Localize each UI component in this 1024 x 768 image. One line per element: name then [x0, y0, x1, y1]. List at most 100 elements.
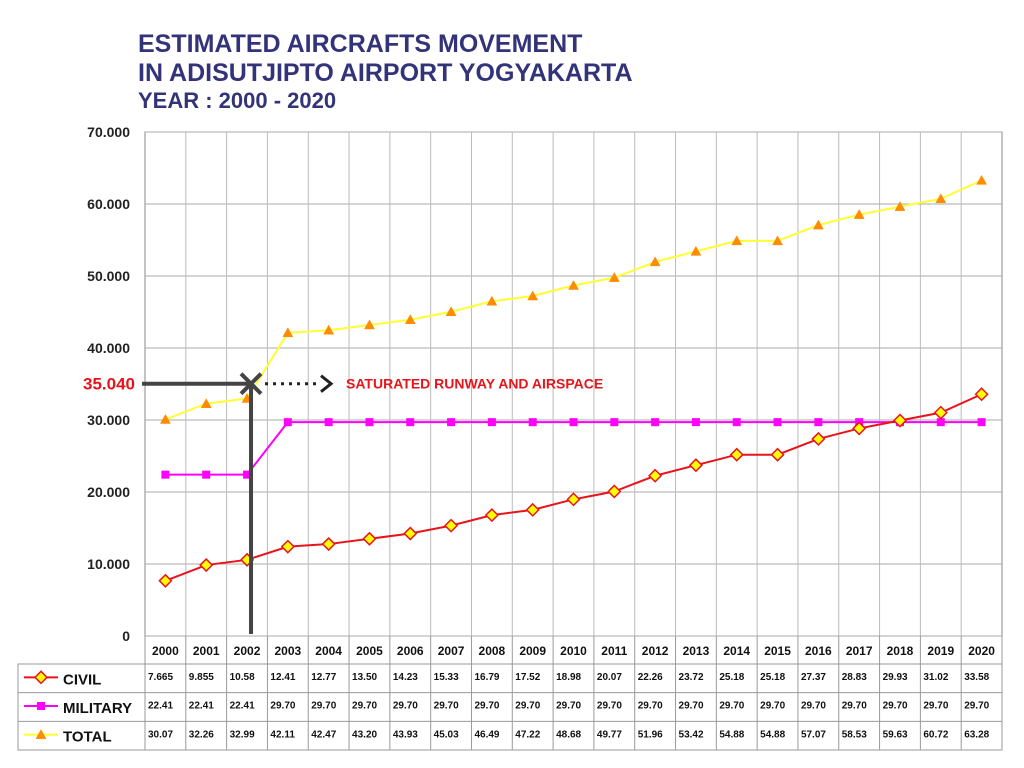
military-table-cell: 29.70: [883, 701, 908, 712]
civil-table-cell: 31.02: [923, 672, 948, 683]
civil-point: [321, 536, 336, 552]
military-point: [651, 418, 660, 427]
military-point: [365, 418, 374, 427]
total-table-cell: 59.63: [883, 729, 908, 740]
total-table-cell: 49.77: [597, 729, 622, 740]
total-point: [976, 174, 988, 185]
x-tick-label: 2017: [846, 644, 873, 658]
civil-point: [362, 531, 377, 546]
military-point: [283, 418, 292, 427]
y-tick-label: 20.000: [87, 484, 130, 500]
military-table-cell: 29.70: [556, 701, 581, 712]
total-table-cell: 43.20: [352, 729, 377, 740]
x-tick-label: 2005: [356, 644, 383, 658]
chart-series: [158, 174, 989, 588]
annotation-value: 35.040: [83, 375, 135, 394]
total-table-cell: 57.07: [801, 729, 826, 740]
military-legend-label: MILITARY: [63, 700, 132, 717]
total-table-cell: 63.28: [964, 729, 989, 740]
total-point: [568, 279, 579, 290]
military-table-cell: 22.41: [148, 701, 173, 712]
military-point: [691, 418, 700, 427]
military-table-cell: 29.70: [352, 701, 377, 712]
total-table-cell: 30.07: [148, 729, 173, 740]
x-tick-label: 2009: [519, 644, 546, 658]
total-point: [731, 235, 743, 246]
x-tick-label: 2002: [234, 644, 261, 658]
civil-point: [566, 492, 581, 507]
military-table-cell: 29.70: [964, 701, 989, 712]
civil-table-cell: 25.18: [760, 672, 785, 683]
total-point: [527, 290, 539, 301]
civil-point: [770, 447, 785, 462]
total-table-cell: 51.96: [638, 729, 663, 740]
military-point: [487, 418, 496, 427]
y-tick-label: 30.000: [87, 412, 130, 428]
x-tick-label: 2008: [479, 644, 506, 658]
civil-table-cell: 25.18: [719, 672, 744, 683]
y-tick-label: 0: [122, 628, 130, 644]
chart-subtitle: YEAR : 2000 - 2020: [138, 88, 337, 113]
civil-point: [811, 431, 826, 446]
x-tick-label: 2014: [723, 644, 750, 658]
total-point: [772, 235, 783, 246]
x-tick-label: 2001: [193, 644, 220, 658]
chart-title-line-1: ESTIMATED AIRCRAFTS MOVEMENT: [138, 30, 583, 58]
military-point: [161, 470, 170, 479]
total-table-cell: 54.88: [719, 729, 744, 740]
x-tick-label: 2013: [683, 644, 710, 658]
military-point: [406, 418, 415, 427]
total-point: [404, 314, 416, 324]
total-point: [282, 327, 294, 338]
y-tick-label: 70.000: [87, 124, 130, 140]
civil-table-cell: 33.58: [964, 672, 989, 683]
military-point: [569, 418, 578, 427]
civil-table-cell: 12.77: [311, 672, 336, 683]
military-table-cell: 29.70: [842, 701, 867, 712]
military-table-cell: 29.70: [270, 701, 295, 712]
total-point: [486, 295, 498, 306]
military-point: [977, 418, 986, 427]
military-table-cell: 29.70: [515, 701, 540, 712]
civil-point: [933, 405, 948, 420]
civil-point: [199, 557, 214, 573]
military-point: [773, 418, 782, 427]
military-table-cell: 29.70: [801, 701, 826, 712]
civil-table-cell: 27.37: [801, 672, 826, 683]
civil-point: [280, 539, 295, 554]
military-table-cell: 29.70: [434, 701, 459, 712]
military-table-cell: 29.70: [760, 701, 785, 712]
civil-table-cell: 18.98: [556, 672, 581, 683]
total-table-cell: 53.42: [679, 729, 704, 740]
total-point: [608, 272, 620, 282]
total-table-cell: 32.99: [230, 729, 255, 740]
military-table-cell: 29.70: [597, 701, 622, 712]
total-point: [364, 319, 375, 330]
total-point: [935, 193, 947, 204]
total-table-cell: 32.26: [189, 729, 214, 740]
military-point: [324, 418, 333, 427]
x-tick-label: 2003: [274, 644, 301, 658]
total-table-cell: 48.68: [556, 729, 581, 740]
civil-table-cell: 12.41: [270, 672, 295, 683]
civil-table-cell: 14.23: [393, 672, 418, 683]
y-tick-label: 60.000: [87, 196, 130, 212]
civil-point: [974, 387, 989, 402]
civil-table-cell: 22.26: [638, 672, 663, 683]
total-table-cell: 46.49: [474, 729, 499, 740]
civil-point: [648, 468, 663, 483]
civil-table-cell: 15.33: [434, 672, 459, 683]
total-point: [159, 413, 171, 424]
civil-point: [525, 502, 540, 517]
civil-table-cell: 20.07: [597, 672, 622, 683]
civil-table-cell: 16.79: [474, 672, 499, 683]
civil-table-cell: 9.855: [189, 672, 214, 683]
x-tick-label: 2018: [887, 644, 914, 658]
total-legend-label: TOTAL: [63, 729, 112, 746]
total-point: [853, 209, 865, 219]
total-table-cell: 58.53: [842, 729, 867, 740]
civil-point: [688, 458, 703, 473]
y-tick-label: 50.000: [87, 268, 130, 284]
total-point: [690, 245, 702, 256]
